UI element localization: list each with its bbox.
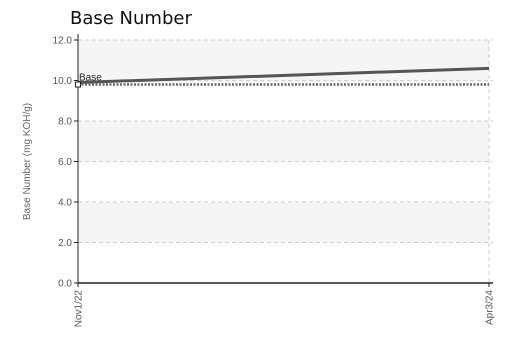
- plot-axes: [74, 34, 493, 287]
- plot-band: [78, 202, 489, 243]
- y-tick-labels: 0.0 2.0 4.0 6.0 8.0 10.0 12.0: [53, 36, 73, 290]
- x-tick-label: Nov1/22: [74, 290, 85, 328]
- y-tick-label: 4.0: [58, 198, 72, 209]
- annotation-marker: [75, 81, 81, 88]
- y-tick-label: 10.0: [53, 76, 73, 87]
- y-tick-label: 0.0: [58, 279, 72, 290]
- annotation-group: Base: [75, 73, 102, 88]
- plot-band: [78, 40, 489, 81]
- y-tick-label: 6.0: [58, 157, 72, 168]
- trend-series-line: [77, 66, 490, 85]
- y-tick-label: 8.0: [58, 117, 72, 128]
- series-lines: [77, 66, 490, 86]
- y-tick-label: 2.0: [58, 238, 72, 249]
- chart-title: Base Number: [70, 8, 192, 29]
- y-tick-label: 12.0: [53, 36, 73, 47]
- plot-bands: [78, 40, 489, 243]
- x-tick-label: Apr3/24: [485, 290, 496, 325]
- plot-band: [78, 121, 489, 162]
- y-axis-label: Base Number (mg KOH/g): [22, 103, 33, 220]
- annotation-label: Base: [79, 73, 102, 84]
- x-tick-labels: Nov1/22 Apr3/24: [74, 290, 496, 328]
